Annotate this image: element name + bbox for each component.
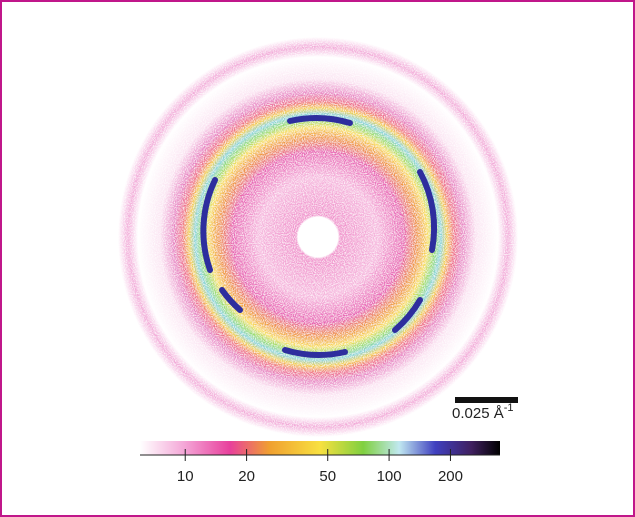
colorbar-gradient (140, 441, 500, 455)
scale-bar-line (455, 397, 518, 403)
colorbar-tick-label: 20 (238, 468, 255, 485)
colorbar-tick-label: 200 (438, 468, 463, 485)
colorbar-tick-label: 50 (319, 468, 336, 485)
scale-bar-label: 0.025 Å-1 (452, 402, 514, 422)
colorbar: 10 20 50 100 200 (140, 441, 500, 485)
scattering-image (116, 35, 520, 439)
colorbar-tick-label: 10 (177, 468, 194, 485)
colorbar-tick-label: 100 (377, 468, 402, 485)
scale-bar: 0.025 Å-1 (452, 397, 518, 422)
